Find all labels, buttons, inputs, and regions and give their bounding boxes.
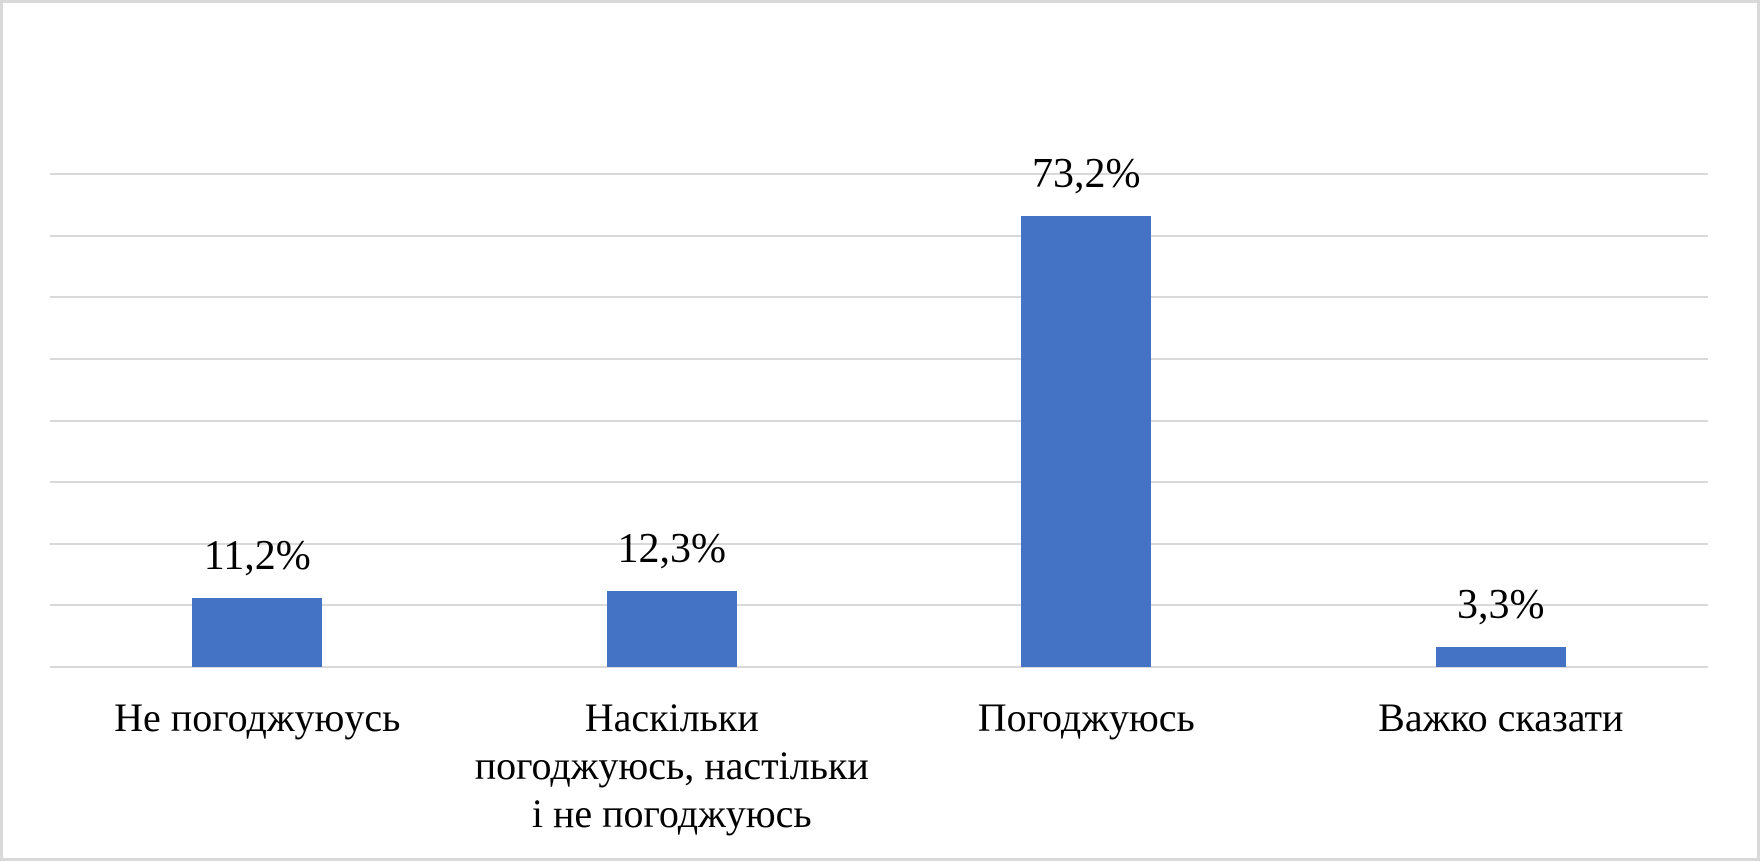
- gridline: [50, 481, 1708, 484]
- bar: [192, 597, 323, 667]
- gridline: [50, 666, 1708, 668]
- category-label-line: погоджуюсь, настільки: [474, 743, 869, 788]
- gridline: [50, 173, 1708, 175]
- bar-value-label: 73,2%: [1032, 150, 1141, 197]
- bar-value-label: 3,3%: [1457, 581, 1545, 628]
- category-label: Не погоджуюусь: [50, 694, 465, 742]
- category-label-line: і не погоджуюсь: [531, 791, 812, 836]
- gridline: [50, 357, 1708, 360]
- category-label-line: Важко сказати: [1378, 695, 1624, 740]
- bar: [1021, 215, 1152, 667]
- bar: [1435, 646, 1566, 667]
- gridline: [50, 604, 1708, 607]
- gridline: [50, 234, 1708, 237]
- bar-value-label: 11,2%: [203, 532, 311, 579]
- category-label: Наскільки погоджуюсь, настільки і не погод…: [465, 694, 880, 838]
- category-label-line: Не погоджуюусь: [114, 695, 401, 740]
- bar: [606, 591, 737, 667]
- gridline: [50, 419, 1708, 422]
- gridline: [50, 542, 1708, 545]
- category-label: Погоджуюсь: [879, 694, 1294, 742]
- category-label-line: Погоджуюсь: [977, 695, 1195, 740]
- category-label: Важко сказати: [1294, 694, 1709, 742]
- category-label-line: Наскільки: [584, 695, 759, 740]
- plot-area: 11,2% 12,3% 73,2% 3,3%: [50, 3, 1708, 668]
- x-axis-label-row: Не погоджуюусь Наскільки погоджуюсь, насті…: [50, 694, 1708, 854]
- bar-value-label: 12,3%: [617, 526, 727, 573]
- gridline: [50, 296, 1708, 299]
